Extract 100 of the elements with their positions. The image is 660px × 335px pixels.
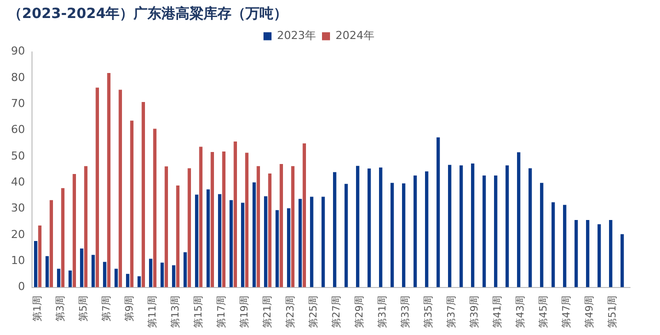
bar [322,196,325,288]
bar [368,168,371,288]
bar [256,166,260,288]
x-tick-label: 第29周 [353,295,366,328]
bar [107,72,110,288]
bar [268,173,272,288]
bar [552,202,555,288]
y-tick-label: 70 [10,96,25,110]
bar [57,268,60,288]
x-tick-label: 第35周 [422,295,434,328]
bar [402,183,406,288]
x-tick-label: 第49周 [583,295,596,328]
bar [138,276,141,288]
bar [298,198,302,288]
bar [586,220,590,288]
x-tick-label: 第41周 [491,295,504,328]
bar [379,167,382,288]
x-tick-label: 第15周 [192,295,204,328]
bar [598,224,601,288]
bar [184,252,187,288]
bar [276,210,279,288]
x-tick-label: 第45周 [537,295,550,328]
bar [153,128,156,288]
bar [176,186,180,288]
bar [230,200,233,288]
bar [471,164,474,288]
bar [414,176,417,288]
bar [195,194,198,288]
bar [460,165,463,288]
x-tick-label: 第31周 [376,295,388,328]
bar [188,168,191,288]
bar [92,254,95,288]
bar [68,270,72,288]
y-tick-label: 30 [10,202,25,215]
bar [164,166,168,288]
x-tick-label: 第37周 [445,295,458,328]
x-tick-label: 第7周 [100,295,112,322]
bar [291,166,294,288]
bar [448,164,452,288]
legend-label: 2023年 [277,29,316,42]
bar [234,142,237,288]
x-tick-label: 第1周 [31,295,44,322]
x-tick-label: 第25周 [307,295,320,328]
legend-label: 2024年 [336,29,374,42]
bar [563,204,566,288]
bar [222,151,226,288]
bar [210,152,214,288]
bar [264,196,268,288]
y-tick-label: 90 [10,44,25,58]
x-tick-label: 第11周 [146,295,158,328]
x-tick-label: 第33周 [399,295,412,328]
bar [390,182,394,288]
y-tick-label: 80 [10,70,25,84]
bar [436,137,440,288]
y-tick-label: 50 [10,149,25,162]
bar [506,165,509,288]
x-tick-label: 第51周 [606,295,618,328]
bar [50,200,53,288]
bar [540,182,544,288]
y-tick-label: 60 [10,123,25,136]
y-tick-label: 40 [10,175,25,188]
y-tick-label: 0 [18,280,25,294]
x-tick-label: 第5周 [77,295,90,322]
bar [494,176,498,288]
x-tick-label: 第3周 [54,295,66,322]
bar [241,202,244,288]
bar [103,262,106,288]
bar [620,234,624,288]
bar [160,262,164,288]
bar [38,226,42,288]
bar [302,143,306,288]
chart-title: （2023-2024年）广东港高粱库存（万吨） [8,5,288,22]
bar [218,194,222,288]
bar [245,152,248,288]
bar [84,166,88,288]
bar [172,265,176,288]
bar [310,196,314,288]
bar [333,172,336,288]
x-tick-label: 第27周 [330,295,342,328]
bar [34,240,38,288]
x-tick-label: 第17周 [215,295,228,328]
x-tick-label: 第39周 [468,295,480,328]
bar [199,146,202,288]
bar [130,120,134,288]
bar [118,90,122,288]
bar [517,152,520,288]
y-tick-label: 20 [10,228,25,241]
bar [344,184,348,288]
x-tick-label: 第9周 [123,295,136,322]
bar [609,220,612,288]
bar [287,208,290,288]
bar [482,176,486,288]
bar [149,258,152,288]
bar [425,171,428,288]
bar [574,220,578,288]
bar [206,189,210,288]
x-tick-label: 第19周 [238,295,250,328]
bar [46,256,49,288]
bar [126,274,130,288]
bar [280,164,283,288]
